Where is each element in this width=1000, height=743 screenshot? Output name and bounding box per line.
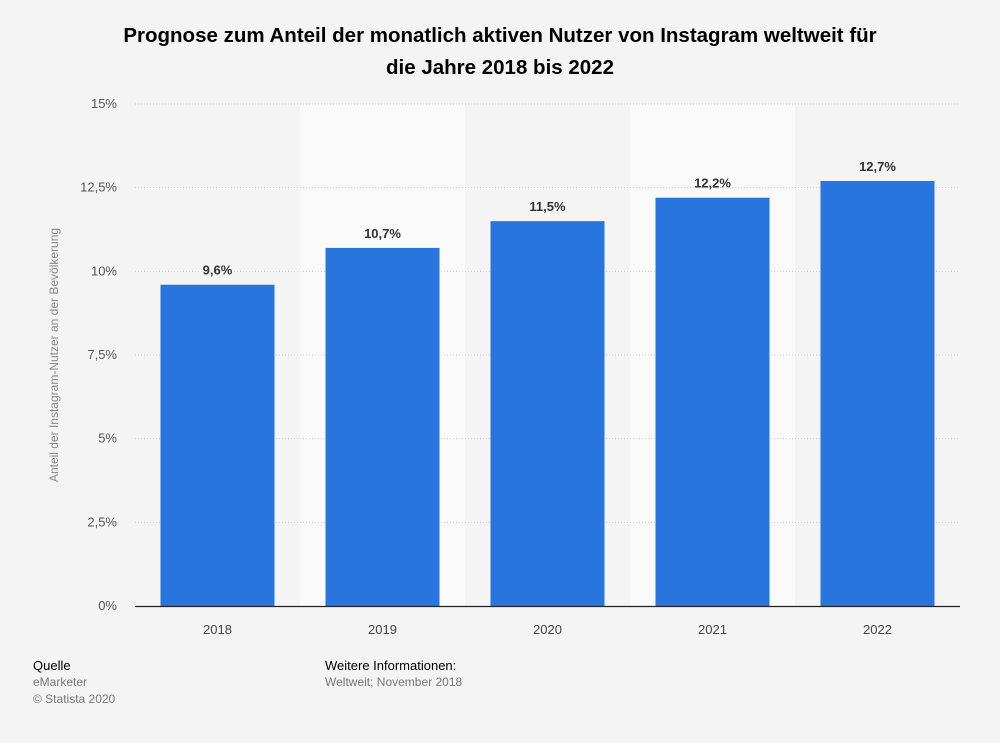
x-tick-label: 2020	[533, 622, 562, 637]
copyright-text: © Statista 2020	[33, 692, 116, 706]
x-tick-label: 2021	[698, 622, 727, 637]
x-tick-label: 2019	[368, 622, 397, 637]
y-tick-label: 2,5%	[87, 514, 117, 529]
value-label: 12,2%	[694, 176, 731, 191]
y-tick-label: 0%	[98, 598, 117, 613]
bar	[160, 284, 275, 606]
bar	[820, 180, 935, 606]
info-text: Weltweit; November 2018	[325, 675, 463, 689]
bar-chart: 0% 2,5% 5% 7,5% 10% 12,5% 15% 9,6% 2018 10,7% 2019…	[47, 96, 960, 637]
value-label: 10,7%	[364, 226, 401, 241]
y-tick-label: 12,5%	[80, 180, 117, 195]
value-label: 12,7%	[859, 159, 896, 174]
value-label: 11,5%	[529, 199, 566, 214]
y-tick-label: 7,5%	[87, 347, 117, 362]
y-tick-label: 15%	[91, 96, 117, 111]
source-name[interactable]: eMarketer	[33, 675, 88, 689]
bar	[325, 247, 440, 606]
source-block: Quelle eMarketer © Statista 2020	[33, 657, 115, 708]
info-heading: Weitere Informationen:	[325, 658, 457, 673]
bar	[490, 221, 605, 606]
y-tick-label: 5%	[98, 431, 117, 446]
value-label: 9,6%	[203, 263, 233, 278]
chart-title-line-2: die Jahre 2018 bis 2022	[386, 56, 614, 79]
source-heading: Quelle	[33, 658, 71, 673]
x-tick-label: 2022	[863, 622, 892, 637]
y-tick-label: 10%	[91, 263, 117, 278]
chart-title-line-1: Prognose zum Anteil der monatlich aktive…	[123, 24, 877, 47]
chart-title: Prognose zum Anteil der monatlich aktive…	[60, 20, 940, 84]
info-block: Weitere Informationen: Weltweit; Novembe…	[325, 657, 462, 691]
bar	[655, 197, 770, 606]
x-tick-label: 2018	[203, 622, 232, 637]
y-axis-title: Anteil der Instagram-Nutzer an der Bevöl…	[47, 228, 61, 482]
